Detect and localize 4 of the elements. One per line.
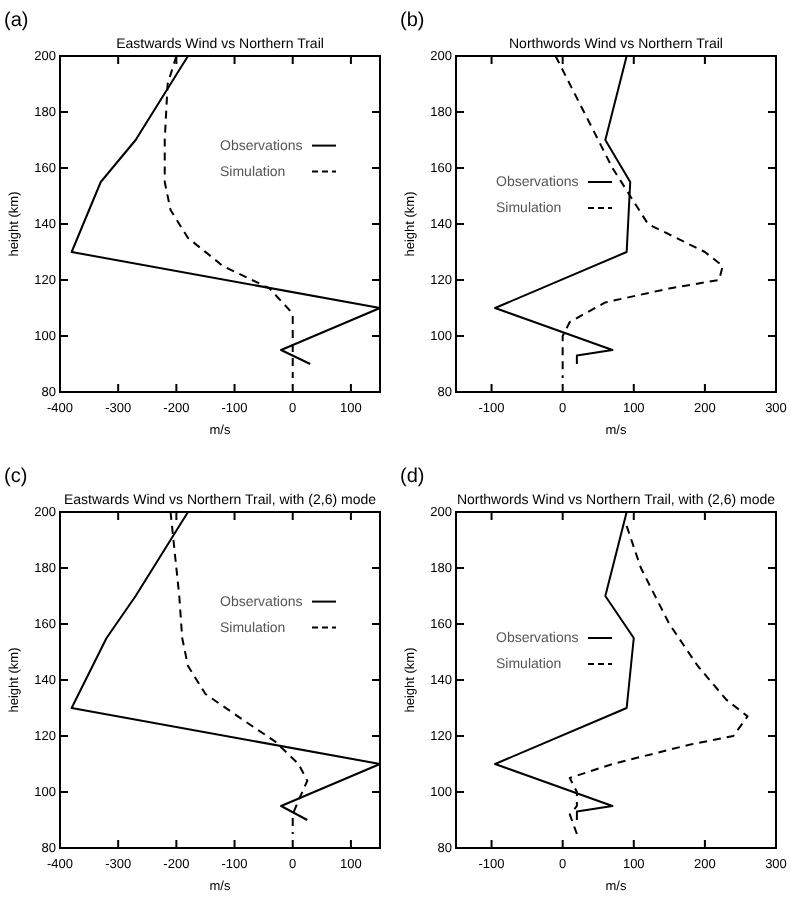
text: (a) bbox=[4, 10, 29, 32]
text: (d) bbox=[400, 466, 425, 488]
text: (c) bbox=[4, 466, 28, 488]
text: (b) bbox=[400, 10, 425, 32]
